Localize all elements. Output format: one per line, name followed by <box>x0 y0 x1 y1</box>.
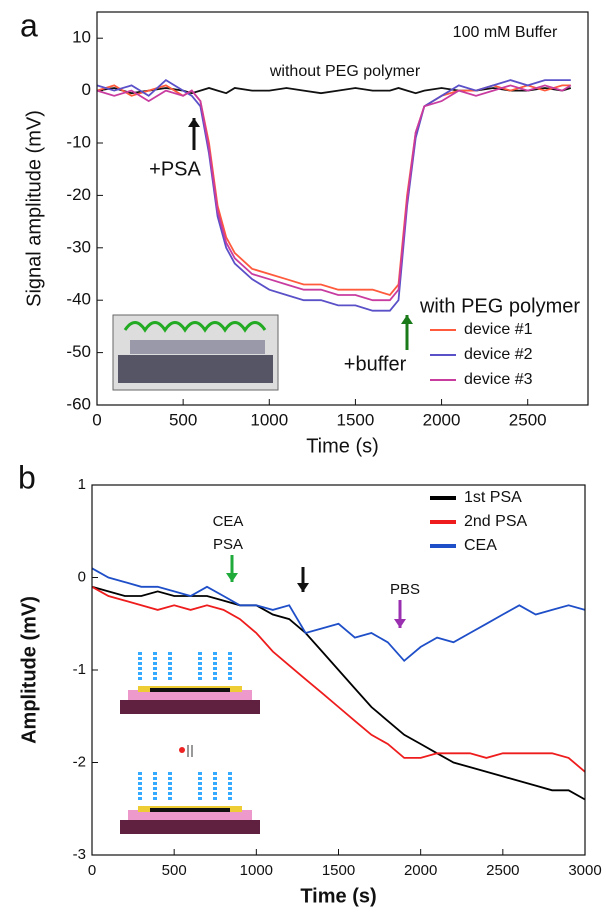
x-tick-label: 500 <box>169 410 197 429</box>
annotation: 100 mM Buffer <box>453 24 558 41</box>
arrow-head <box>394 619 406 628</box>
arrow-head <box>401 315 413 324</box>
x-tick-label: 500 <box>162 862 187 879</box>
arrow-head <box>188 118 200 127</box>
y-tick-label: -60 <box>66 394 91 413</box>
annotation: PSA <box>213 536 243 553</box>
y-tick-label: -30 <box>66 237 91 256</box>
inset-b <box>120 652 260 834</box>
legend-label: device #3 <box>464 371 533 388</box>
x-tick-label: 2000 <box>423 410 461 429</box>
x-tick-label: 2000 <box>404 862 437 879</box>
series-line <box>96 84 571 297</box>
arrow-head <box>226 573 238 582</box>
inset-a <box>112 314 279 391</box>
y-axis-label: Signal amplitude (mV) <box>23 110 45 307</box>
legend-label: device #2 <box>464 346 533 363</box>
series-line <box>96 78 571 312</box>
y-tick-label: 0 <box>82 80 91 99</box>
annotation: CEA <box>213 513 244 530</box>
legend-label: device #1 <box>464 321 533 338</box>
series-line <box>91 567 586 663</box>
y-tick-label: -3 <box>73 846 86 863</box>
x-tick-label: 0 <box>88 862 96 879</box>
legend-label: 2nd PSA <box>464 513 527 530</box>
y-tick-label: 10 <box>72 28 91 47</box>
x-tick-label: 2500 <box>509 410 547 429</box>
legend-label: CEA <box>464 537 497 554</box>
arrow-head <box>297 583 309 592</box>
plot-frame <box>96 11 589 406</box>
x-tick-label: 1000 <box>240 862 273 879</box>
y-tick-label: 1 <box>78 476 86 493</box>
y-tick-label: -40 <box>66 290 91 309</box>
y-axis-label: Amplitude (mV) <box>18 596 40 744</box>
panel-letter: b <box>18 459 36 495</box>
x-tick-label: 3000 <box>568 862 601 879</box>
series-label: without PEG polymer <box>269 63 421 80</box>
x-tick-label: 1500 <box>322 862 355 879</box>
x-tick-label: 1000 <box>250 410 288 429</box>
annotation: +buffer <box>344 353 407 375</box>
series-line <box>91 585 586 801</box>
x-tick-label: 0 <box>92 410 101 429</box>
x-axis-label: Time (s) <box>300 885 376 907</box>
y-tick-label: -20 <box>66 185 91 204</box>
panel-letter: a <box>20 7 38 43</box>
legend-label: 1st PSA <box>464 489 522 506</box>
y-tick-label: -10 <box>66 132 91 151</box>
y-tick-label: 0 <box>78 568 86 585</box>
y-tick-label: -2 <box>73 753 86 770</box>
y-tick-label: -1 <box>73 661 86 678</box>
x-axis-label: Time (s) <box>306 435 379 457</box>
plot-frame <box>91 484 586 856</box>
annotation: +PSA <box>149 158 201 180</box>
series-line <box>91 586 586 773</box>
x-tick-label: 2500 <box>486 862 519 879</box>
series-line <box>96 87 572 95</box>
annotation: PBS <box>390 581 420 598</box>
series-line <box>96 84 572 302</box>
annotation: with PEG polymer <box>419 295 580 317</box>
x-tick-label: 1500 <box>337 410 375 429</box>
y-tick-label: -50 <box>66 342 91 361</box>
